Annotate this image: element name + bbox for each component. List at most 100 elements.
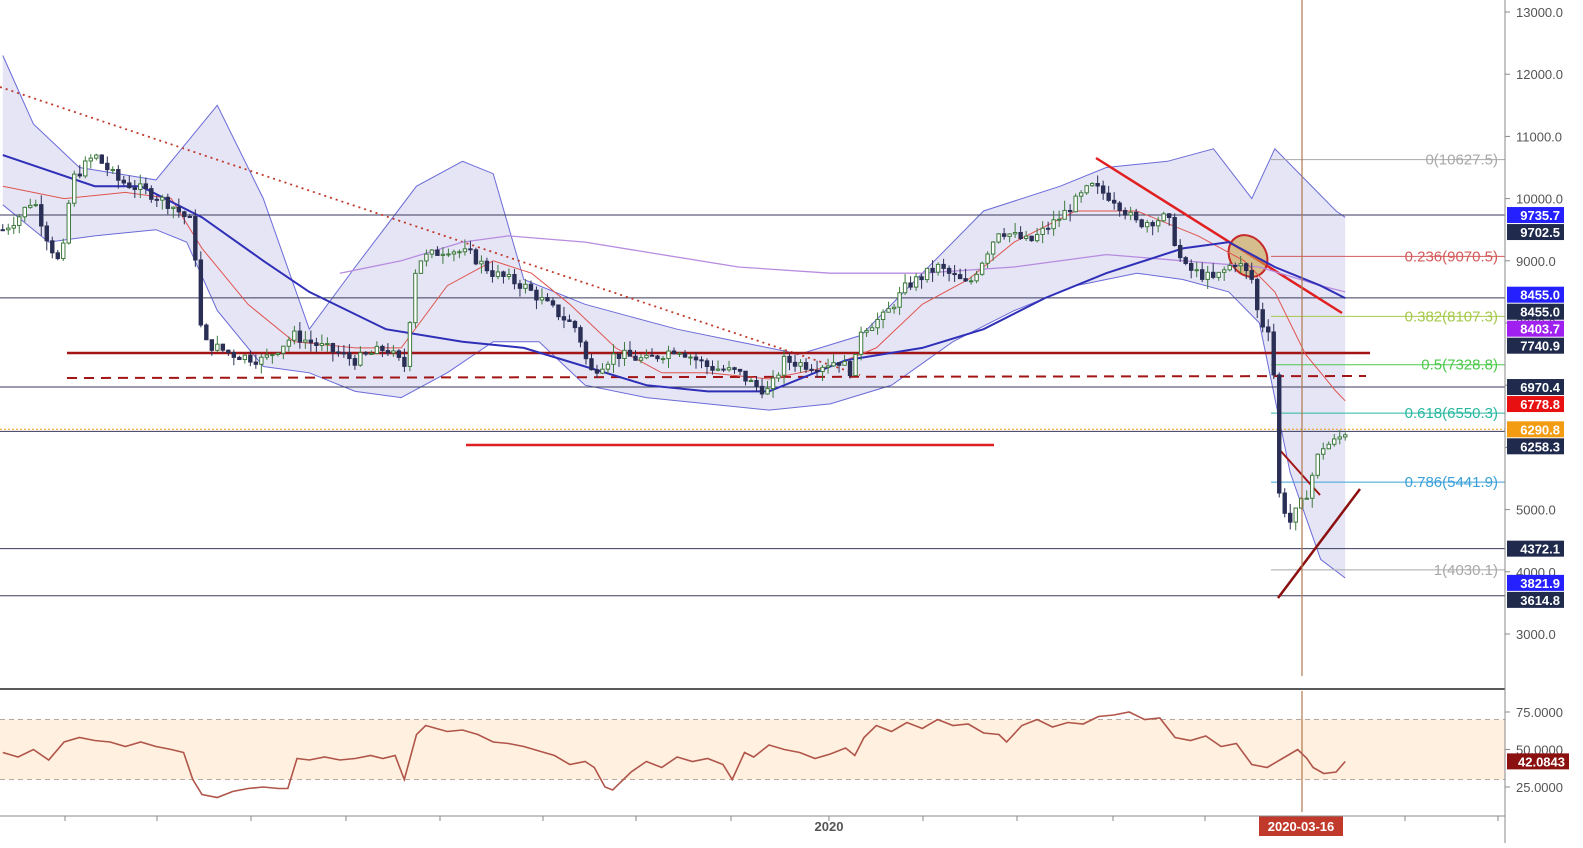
price-level-tag[interactable]: 9735.7	[1507, 207, 1564, 224]
price-tick-label: 9000.0	[1516, 254, 1556, 269]
price-tick-label: 11000.0	[1516, 129, 1562, 144]
candle	[1056, 210, 1062, 227]
rsi-current-label: 42.0843	[1518, 754, 1565, 769]
candle	[1034, 227, 1040, 243]
price-level-tag[interactable]: 7740.9	[1507, 337, 1564, 354]
fib-level-label: 0.618(6550.3)	[1405, 405, 1498, 422]
bollinger-upper-line	[2, 55, 1346, 355]
candle	[1018, 226, 1023, 240]
candle	[704, 358, 710, 375]
candle	[836, 362, 842, 373]
candle	[28, 198, 33, 209]
bollinger-band-fill	[2, 55, 1346, 579]
ascending-trendline	[1277, 488, 1361, 599]
candle	[1277, 372, 1282, 498]
candle	[798, 359, 803, 373]
date-cursor-tag[interactable]: 2020-03-16	[1259, 816, 1343, 836]
price-level-tag[interactable]: 3821.9	[1507, 574, 1564, 591]
candle	[330, 342, 336, 362]
candle	[891, 303, 897, 314]
candle	[270, 353, 275, 364]
price-tick-label: 12000.0	[1516, 67, 1563, 82]
candle	[721, 364, 726, 373]
price-level-tag-label: 9735.7	[1520, 208, 1560, 223]
price-axis[interactable]: 13000.012000.011000.010000.09000.08000.0…	[1505, 5, 1564, 642]
candle	[1343, 432, 1348, 441]
price-level-tag[interactable]: 9702.5	[1507, 224, 1564, 241]
price-level-tag[interactable]: 4372.1	[1507, 540, 1564, 557]
candle	[649, 348, 655, 357]
price-level-tag-label: 8403.7	[1520, 322, 1560, 337]
price-level-tag[interactable]: 6778.8	[1507, 396, 1564, 413]
candle	[1139, 218, 1144, 229]
trend-drawings	[0, 86, 1370, 599]
candle	[182, 210, 187, 225]
candle	[160, 194, 165, 210]
candle	[941, 258, 946, 277]
candle	[99, 154, 104, 164]
candle	[1233, 262, 1238, 273]
time-axis[interactable]: 2020 2020-03-16	[64, 816, 1499, 836]
candle	[429, 249, 435, 259]
candle	[380, 344, 385, 358]
price-level-tag[interactable]: 8403.7	[1507, 320, 1564, 337]
candle	[1062, 200, 1067, 220]
rsi-current-tag[interactable]: 42.0843	[1507, 753, 1569, 770]
candle	[347, 344, 352, 366]
candle	[363, 351, 369, 357]
candle	[1221, 266, 1227, 281]
descending-trendline	[1095, 156, 1343, 315]
price-tick-label: 10000.0	[1516, 192, 1563, 207]
candle	[1106, 185, 1111, 202]
candle	[116, 165, 121, 189]
candle	[418, 260, 424, 274]
candle	[776, 372, 781, 382]
candle	[572, 319, 578, 333]
candle	[1326, 441, 1331, 450]
candle	[589, 353, 594, 371]
candle	[385, 343, 391, 356]
candle	[902, 274, 908, 296]
rsi-tick-label: 75.0000	[1516, 705, 1563, 720]
fib-level-label: 0.382(8107.3)	[1405, 308, 1498, 325]
candle	[1238, 255, 1243, 274]
candle	[957, 268, 963, 280]
candle	[22, 206, 27, 222]
candle	[501, 270, 506, 284]
candle	[831, 354, 836, 367]
price-level-tag[interactable]: 3614.8	[1507, 591, 1564, 608]
candle	[446, 248, 451, 258]
fib-level-label: 0(10627.5)	[1425, 152, 1498, 169]
candle	[660, 355, 666, 364]
candle	[556, 304, 561, 321]
candle	[1117, 201, 1122, 217]
fib-level-label: 0.236(9070.5)	[1405, 248, 1498, 265]
candle	[732, 366, 737, 374]
price-level-tag[interactable]: 6258.3	[1507, 438, 1564, 455]
candle	[1271, 323, 1276, 380]
price-level-tag-label: 7740.9	[1520, 339, 1560, 354]
candle	[121, 175, 127, 186]
candle	[391, 344, 396, 357]
candlesticks	[0, 153, 1348, 531]
price-level-tag[interactable]: 6970.4	[1507, 379, 1564, 396]
candle	[935, 262, 941, 276]
price-level-tag[interactable]: 8455.0	[1507, 303, 1564, 320]
candle	[61, 238, 66, 261]
date-cursor-label: 2020-03-16	[1268, 819, 1335, 834]
candle	[1321, 442, 1326, 460]
candle	[605, 361, 611, 374]
price-level-tag[interactable]: 6290.8	[1507, 421, 1564, 438]
moving-averages	[2, 154, 1346, 402]
candle	[484, 257, 490, 274]
candle	[924, 267, 930, 283]
candle	[539, 288, 545, 305]
candle	[462, 239, 468, 256]
candle	[682, 350, 688, 359]
fib-level-label: 0.786(5441.9)	[1405, 474, 1498, 491]
candle	[737, 368, 743, 376]
price-level-tag[interactable]: 8455.0	[1507, 286, 1564, 303]
